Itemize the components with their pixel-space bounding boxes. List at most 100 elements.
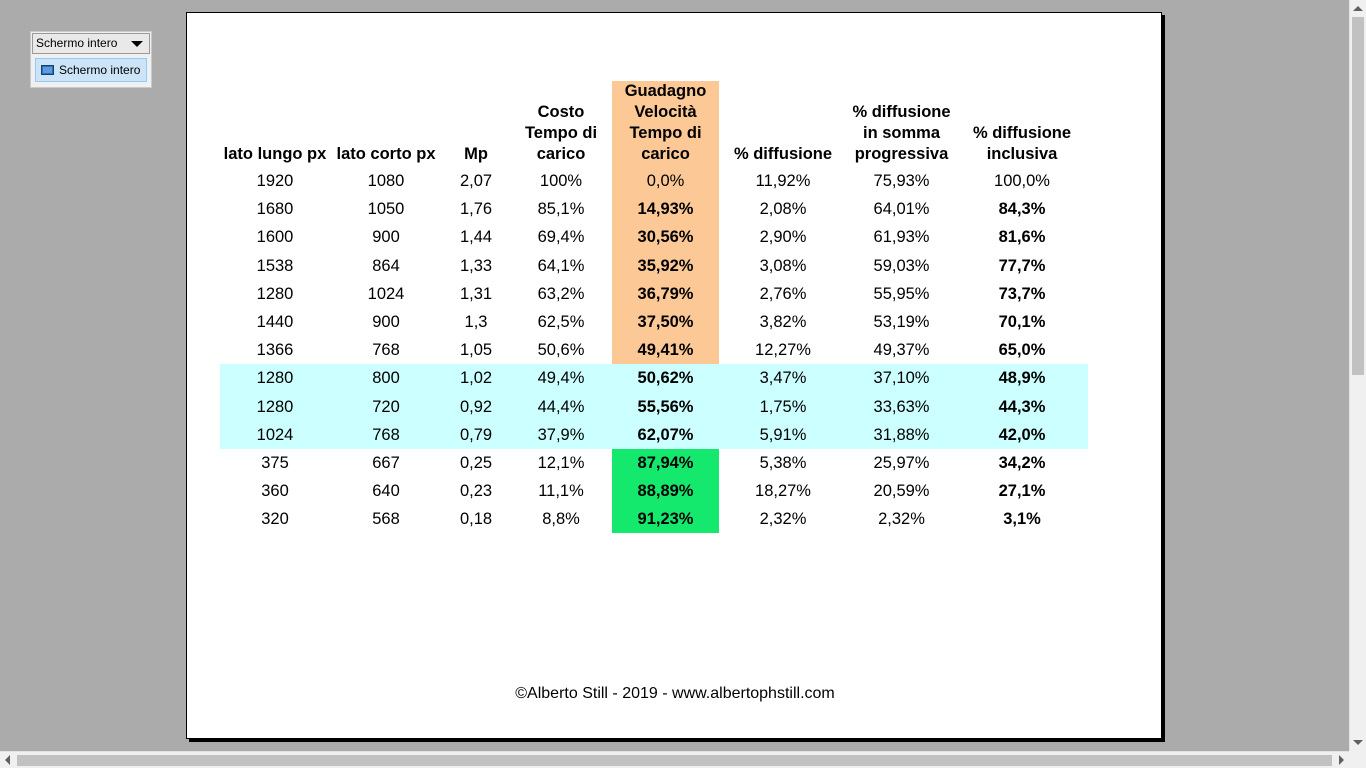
horizontal-scroll-thumb[interactable]	[17, 755, 1332, 766]
header-cumulative: % diffusione in somma progressiva	[852, 103, 951, 163]
cell-mp: 1,44	[459, 228, 493, 247]
cell-mp: 0,79	[442, 420, 510, 449]
cell-cumulative: 33,63%	[847, 392, 956, 421]
cell-cumulative: 49,37%	[873, 341, 930, 360]
scroll-up-icon[interactable]	[1353, 6, 1363, 11]
cell-cumulative: 53,19%	[873, 313, 930, 332]
cell-cost: 12,1%	[537, 453, 585, 472]
cell-mp: 1,33	[459, 256, 493, 275]
header-gain: Guadagno Velocità Tempo di carico	[612, 81, 719, 167]
cell-gain: 49,41%	[612, 336, 719, 365]
cell-cost: 100%	[539, 172, 583, 191]
cell-cumulative: 75,93%	[873, 172, 930, 191]
cell-inclusive: 34,2%	[998, 453, 1046, 472]
cell-gain: 87,94%	[612, 448, 719, 478]
header-short-side: lato corto px	[336, 145, 436, 163]
cell-diffusion: 2,76%	[759, 284, 807, 303]
cell-diffusion: 5,91%	[719, 420, 847, 449]
cell-long-side: 1366	[256, 341, 294, 360]
cell-short-side: 720	[330, 392, 442, 421]
cell-diffusion: 3,08%	[759, 256, 807, 275]
cell-long-side: 1600	[256, 228, 294, 247]
cell-gain: 50,62%	[612, 364, 719, 393]
cell-long-side: 1538	[256, 256, 294, 275]
cell-gain: 30,56%	[612, 223, 719, 252]
scroll-left-icon[interactable]	[5, 755, 10, 765]
cell-mp: 1,02	[442, 364, 510, 393]
table-row: 1024 768 0,79 37,9% 62,07% 5,91% 31,88% 42,0%	[220, 420, 1088, 449]
cell-inclusive: 84,3%	[998, 200, 1046, 219]
cell-gain: 91,23%	[612, 505, 719, 534]
cell-cost: 64,1%	[537, 256, 585, 275]
cell-short-side: 768	[372, 341, 400, 360]
cell-long-side: 320	[261, 510, 289, 529]
fullscreen-dropdown[interactable]: Schermo intero	[32, 33, 150, 54]
cell-long-side: 1280	[220, 392, 330, 421]
cell-short-side: 640	[372, 482, 400, 501]
cell-mp: 0,25	[459, 453, 493, 472]
cell-long-side: 1440	[256, 313, 294, 332]
header-inclusive: % diffusione inclusiva	[972, 124, 1072, 163]
cell-long-side: 1280	[220, 364, 330, 393]
table-row: 1680 1050 1,76 85,1% 14,93% 2,08% 64,01% 84,3%	[220, 195, 1088, 224]
cell-long-side: 1280	[256, 284, 294, 303]
cell-diffusion: 1,75%	[719, 392, 847, 421]
cell-short-side: 667	[372, 453, 400, 472]
cell-cumulative: 64,01%	[873, 200, 930, 219]
table-row: 360 640 0,23 11,1% 88,89% 18,27% 20,59% 27,1%	[220, 477, 1088, 506]
table-row: 1920 1080 2,07 100% 0,0% 11,92% 75,93% 100,0%	[220, 167, 1088, 196]
cell-inclusive: 3,1%	[1003, 510, 1041, 529]
cell-cumulative: 2,32%	[878, 510, 925, 529]
fullscreen-button[interactable]: Schermo intero	[35, 58, 147, 82]
cell-cost: 49,4%	[510, 364, 612, 393]
cell-long-side: 375	[261, 453, 289, 472]
table-row: 1600 900 1,44 69,4% 30,56% 2,90% 61,93% 81,6%	[220, 223, 1088, 252]
monitor-icon	[41, 65, 54, 75]
cell-cumulative: 59,03%	[873, 256, 930, 275]
cell-gain: 14,93%	[612, 195, 719, 224]
cell-cost: 8,8%	[542, 510, 580, 529]
cell-mp: 1,76	[459, 200, 493, 219]
cell-cost: 11,1%	[538, 482, 584, 501]
header-mp: Mp	[464, 145, 488, 163]
cell-short-side: 900	[372, 313, 400, 332]
horizontal-scrollbar[interactable]	[0, 751, 1349, 768]
vertical-scroll-thumb[interactable]	[1352, 17, 1364, 375]
cell-long-side: 1024	[220, 420, 330, 449]
cell-cost: 85,1%	[537, 200, 585, 219]
cell-cost: 63,2%	[537, 284, 585, 303]
table-row: 1280 800 1,02 49,4% 50,62% 3,47% 37,10% 48,9%	[220, 364, 1088, 393]
header-cost: Costo Tempo di carico	[524, 103, 598, 163]
cell-cost: 69,4%	[537, 228, 585, 247]
cell-short-side: 1024	[367, 284, 405, 303]
vertical-scrollbar[interactable]	[1349, 0, 1366, 751]
scroll-right-icon[interactable]	[1339, 755, 1344, 765]
cell-inclusive: 100,0%	[994, 172, 1050, 191]
cell-gain: 37,50%	[612, 307, 719, 337]
cell-inclusive: 48,9%	[956, 364, 1088, 393]
cell-long-side: 1680	[256, 200, 294, 219]
cell-gain: 88,89%	[612, 477, 719, 506]
cell-diffusion: 2,32%	[759, 510, 807, 529]
cell-cumulative: 55,95%	[873, 284, 930, 303]
cell-cumulative: 61,93%	[873, 228, 930, 247]
chevron-down-icon[interactable]	[131, 41, 143, 47]
cell-short-side: 1080	[367, 172, 405, 191]
cell-short-side: 1050	[367, 200, 405, 219]
header-long-side: lato lungo px	[223, 145, 327, 163]
cell-cumulative: 37,10%	[847, 364, 956, 393]
cell-inclusive: 73,7%	[998, 284, 1046, 303]
cell-gain: 36,79%	[612, 279, 719, 308]
cell-inclusive: 65,0%	[998, 341, 1046, 360]
cell-diffusion: 11,92%	[755, 172, 811, 191]
scroll-down-icon[interactable]	[1353, 740, 1363, 745]
cell-mp: 1,05	[459, 341, 493, 360]
cell-long-side: 360	[261, 482, 289, 501]
cell-inclusive: 44,3%	[956, 392, 1088, 421]
cell-short-side: 568	[372, 510, 400, 529]
cell-inclusive: 27,1%	[998, 482, 1046, 501]
table-row: 1440 900 1,3 62,5% 37,50% 3,82% 53,19% 70,1%	[220, 307, 1088, 337]
table-row: 1538 864 1,33 64,1% 35,92% 3,08% 59,03% 77,7%	[220, 251, 1088, 280]
cell-inclusive: 77,7%	[998, 256, 1046, 275]
cell-short-side: 768	[330, 420, 442, 449]
